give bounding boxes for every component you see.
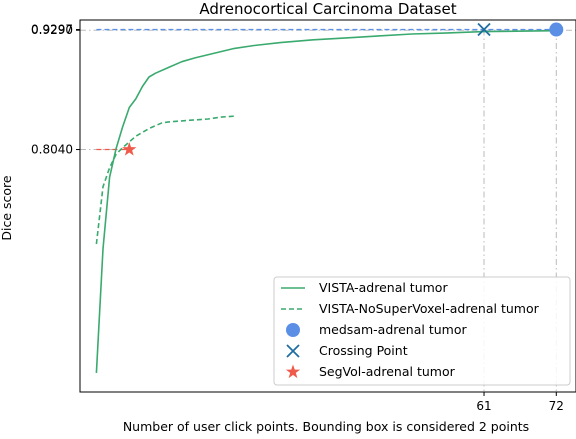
segvol-point — [122, 142, 137, 156]
axes-frame — [79, 19, 576, 393]
y-tick-label: 0.9290 — [31, 23, 73, 37]
legend-label-crossing: Crossing Point — [319, 343, 408, 358]
legend-label-vista: VISTA-adrenal tumor — [319, 280, 448, 295]
y-tick-label: 0.8040 — [31, 143, 73, 157]
legend-label-medsam: medsam-adrenal tumor — [319, 322, 467, 337]
legend-swatch-segvol — [285, 364, 301, 379]
x-tick-label: 61 — [476, 399, 491, 413]
series-line-vista — [95, 29, 557, 373]
legend-label-segvol: SegVol-adrenal tumor — [319, 364, 456, 379]
legend: VISTA-adrenal tumor VISTA-NoSuperVoxel-a… — [273, 276, 571, 386]
x-axis-label: Number of user click points. Bounding bo… — [123, 419, 529, 434]
legend-swatch-medsam — [286, 323, 300, 337]
chart-title: Adrenocortical Carcinoma Dataset — [199, 0, 456, 18]
legend-label-nosupervoxel: VISTA-NoSuperVoxel-adrenal tumor — [319, 301, 540, 316]
crossing-point-marker — [477, 22, 491, 37]
legend-box — [273, 276, 571, 386]
y-axis-label: Dice score — [0, 175, 14, 241]
y-tick-label: 0.9297 — [31, 23, 73, 37]
medsam-point — [549, 22, 564, 37]
series-line-vista-nosupervoxel — [95, 115, 235, 245]
x-tick-label: 72 — [549, 399, 564, 413]
legend-swatch-crossing — [286, 344, 300, 358]
